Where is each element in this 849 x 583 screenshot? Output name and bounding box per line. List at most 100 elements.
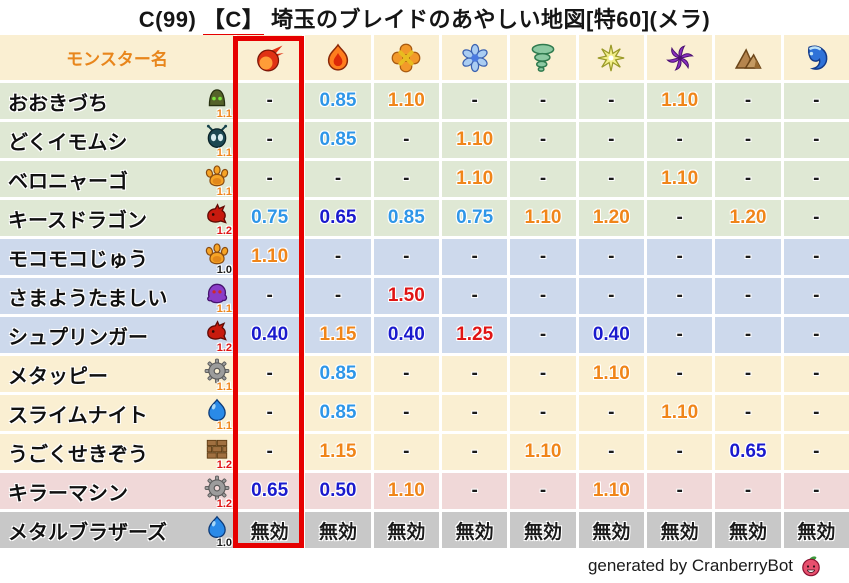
resistance-value-cell: 0.85 bbox=[373, 200, 439, 236]
resistance-value-cell: - bbox=[237, 161, 303, 197]
monster-name-cell: シュプリンガー 1.2 bbox=[0, 317, 234, 354]
resistance-value-cell: - bbox=[578, 161, 644, 197]
monster-level-multiplier: 1.1 bbox=[216, 303, 232, 315]
bricks-monster-icon bbox=[204, 436, 230, 462]
resistance-value-cell: 1.10 bbox=[647, 161, 713, 197]
resistance-value-cell: - bbox=[373, 356, 439, 392]
resistance-value-cell: - bbox=[783, 434, 849, 470]
resistance-value-cell: - bbox=[237, 434, 303, 470]
ghost-monster-icon bbox=[204, 280, 230, 306]
resistance-value-cell: - bbox=[510, 317, 576, 353]
gear-monster-icon bbox=[204, 475, 230, 501]
resistance-value-cell: - bbox=[510, 161, 576, 197]
resistance-value-cell: 無効 bbox=[647, 512, 713, 548]
monster-name-cell: スライムナイト 1.1 bbox=[0, 395, 234, 432]
resistance-value-cell: - bbox=[373, 395, 439, 431]
monster-level-multiplier: 1.1 bbox=[216, 420, 232, 432]
resistance-value-cell: 0.40 bbox=[237, 317, 303, 353]
resistance-value-cell: - bbox=[510, 239, 576, 275]
resistance-value-cell: - bbox=[510, 278, 576, 314]
resistance-value-cell: 0.85 bbox=[305, 83, 371, 119]
resistance-value-cell: - bbox=[647, 356, 713, 392]
explosion-icon bbox=[391, 43, 421, 73]
resistance-value-cell: - bbox=[510, 356, 576, 392]
element-column-header-8 bbox=[715, 35, 781, 80]
monster-name-cell: さまようたましい 1.1 bbox=[0, 278, 234, 315]
resistance-value-cell: 0.75 bbox=[237, 200, 303, 236]
resistance-value-cell: 無効 bbox=[305, 512, 371, 548]
title-suffix: 埼玉のブレイドのあやしい地図[特60](メラ) bbox=[270, 7, 711, 32]
resistance-value-cell: - bbox=[783, 83, 849, 119]
resistance-value-cell: - bbox=[647, 200, 713, 236]
light-icon bbox=[596, 43, 626, 73]
cranberry-icon bbox=[799, 554, 823, 578]
resistance-value-cell: - bbox=[373, 161, 439, 197]
resistance-value-cell: - bbox=[647, 317, 713, 353]
monster-level-multiplier: 1.1 bbox=[216, 108, 232, 120]
dragon-monster-icon bbox=[204, 202, 230, 228]
footer-credit: generated by CranberryBot bbox=[588, 554, 823, 578]
resistance-value-cell: 0.65 bbox=[715, 434, 781, 470]
earth-icon bbox=[733, 43, 763, 73]
resistance-value-cell: - bbox=[373, 239, 439, 275]
monster-level-multiplier: 1.1 bbox=[216, 186, 232, 198]
resistance-value-cell: 1.20 bbox=[578, 200, 644, 236]
monster-level-multiplier: 1.0 bbox=[216, 537, 232, 549]
resistance-value-cell: 0.40 bbox=[578, 317, 644, 353]
slime-monster-icon bbox=[204, 397, 230, 423]
resistance-value-cell: 無効 bbox=[715, 512, 781, 548]
resistance-value-cell: 1.10 bbox=[237, 239, 303, 275]
monster-name-cell: メタルブラザーズ 1.0 bbox=[0, 512, 234, 549]
monster-level-multiplier: 1.2 bbox=[216, 498, 232, 510]
resistance-value-cell: 無効 bbox=[783, 512, 849, 548]
resistance-value-cell: 0.65 bbox=[305, 200, 371, 236]
resistance-value-cell: - bbox=[373, 122, 439, 158]
resistance-value-cell: - bbox=[237, 122, 303, 158]
dragon-monster-icon bbox=[204, 319, 230, 345]
resistance-value-cell: - bbox=[305, 278, 371, 314]
resistance-value-cell: 無効 bbox=[373, 512, 439, 548]
dark-icon bbox=[665, 43, 695, 73]
resistance-value-cell: 1.25 bbox=[442, 317, 508, 353]
resistance-value-cell: - bbox=[715, 356, 781, 392]
resistance-value-cell: - bbox=[715, 122, 781, 158]
resistance-value-cell: - bbox=[442, 239, 508, 275]
resistance-value-cell: 1.10 bbox=[510, 200, 576, 236]
resistance-value-cell: - bbox=[647, 122, 713, 158]
resistance-value-cell: 0.85 bbox=[305, 356, 371, 392]
resistance-value-cell: - bbox=[783, 317, 849, 353]
monster-level-multiplier: 1.1 bbox=[216, 147, 232, 159]
gear-monster-icon bbox=[204, 358, 230, 384]
resistance-value-cell: - bbox=[510, 395, 576, 431]
resistance-value-cell: - bbox=[783, 473, 849, 509]
resistance-value-cell: - bbox=[783, 122, 849, 158]
resistance-value-cell: 無効 bbox=[510, 512, 576, 548]
monster-level-multiplier: 1.2 bbox=[216, 342, 232, 354]
resistance-value-cell: - bbox=[442, 278, 508, 314]
resistance-value-cell: - bbox=[237, 83, 303, 119]
resistance-value-cell: - bbox=[647, 239, 713, 275]
monster-name: ベロニャーゴ bbox=[8, 170, 128, 193]
resistance-value-cell: 1.50 bbox=[373, 278, 439, 314]
resistance-value-cell: 1.10 bbox=[647, 395, 713, 431]
monster-level-multiplier: 1.1 bbox=[216, 381, 232, 393]
wind-icon bbox=[528, 43, 558, 73]
resistance-value-cell: - bbox=[647, 473, 713, 509]
resistance-value-cell: - bbox=[715, 473, 781, 509]
resistance-value-cell: - bbox=[783, 200, 849, 236]
monster-name-cell: うごくせきぞう 1.2 bbox=[0, 434, 234, 471]
resistance-value-cell: - bbox=[237, 278, 303, 314]
resistance-value-cell: - bbox=[783, 395, 849, 431]
resistance-value-cell: - bbox=[715, 395, 781, 431]
flame-icon bbox=[323, 43, 353, 73]
resistance-value-cell: 0.65 bbox=[237, 473, 303, 509]
resistance-value-cell: 1.10 bbox=[442, 161, 508, 197]
element-column-header-9 bbox=[783, 35, 849, 80]
resistance-value-cell: - bbox=[578, 395, 644, 431]
monster-name: モコモコじゅう bbox=[8, 248, 148, 271]
resistance-value-cell: - bbox=[510, 83, 576, 119]
resistance-value-cell: - bbox=[715, 239, 781, 275]
paw-monster-icon bbox=[204, 241, 230, 267]
resistance-value-cell: 1.10 bbox=[647, 83, 713, 119]
